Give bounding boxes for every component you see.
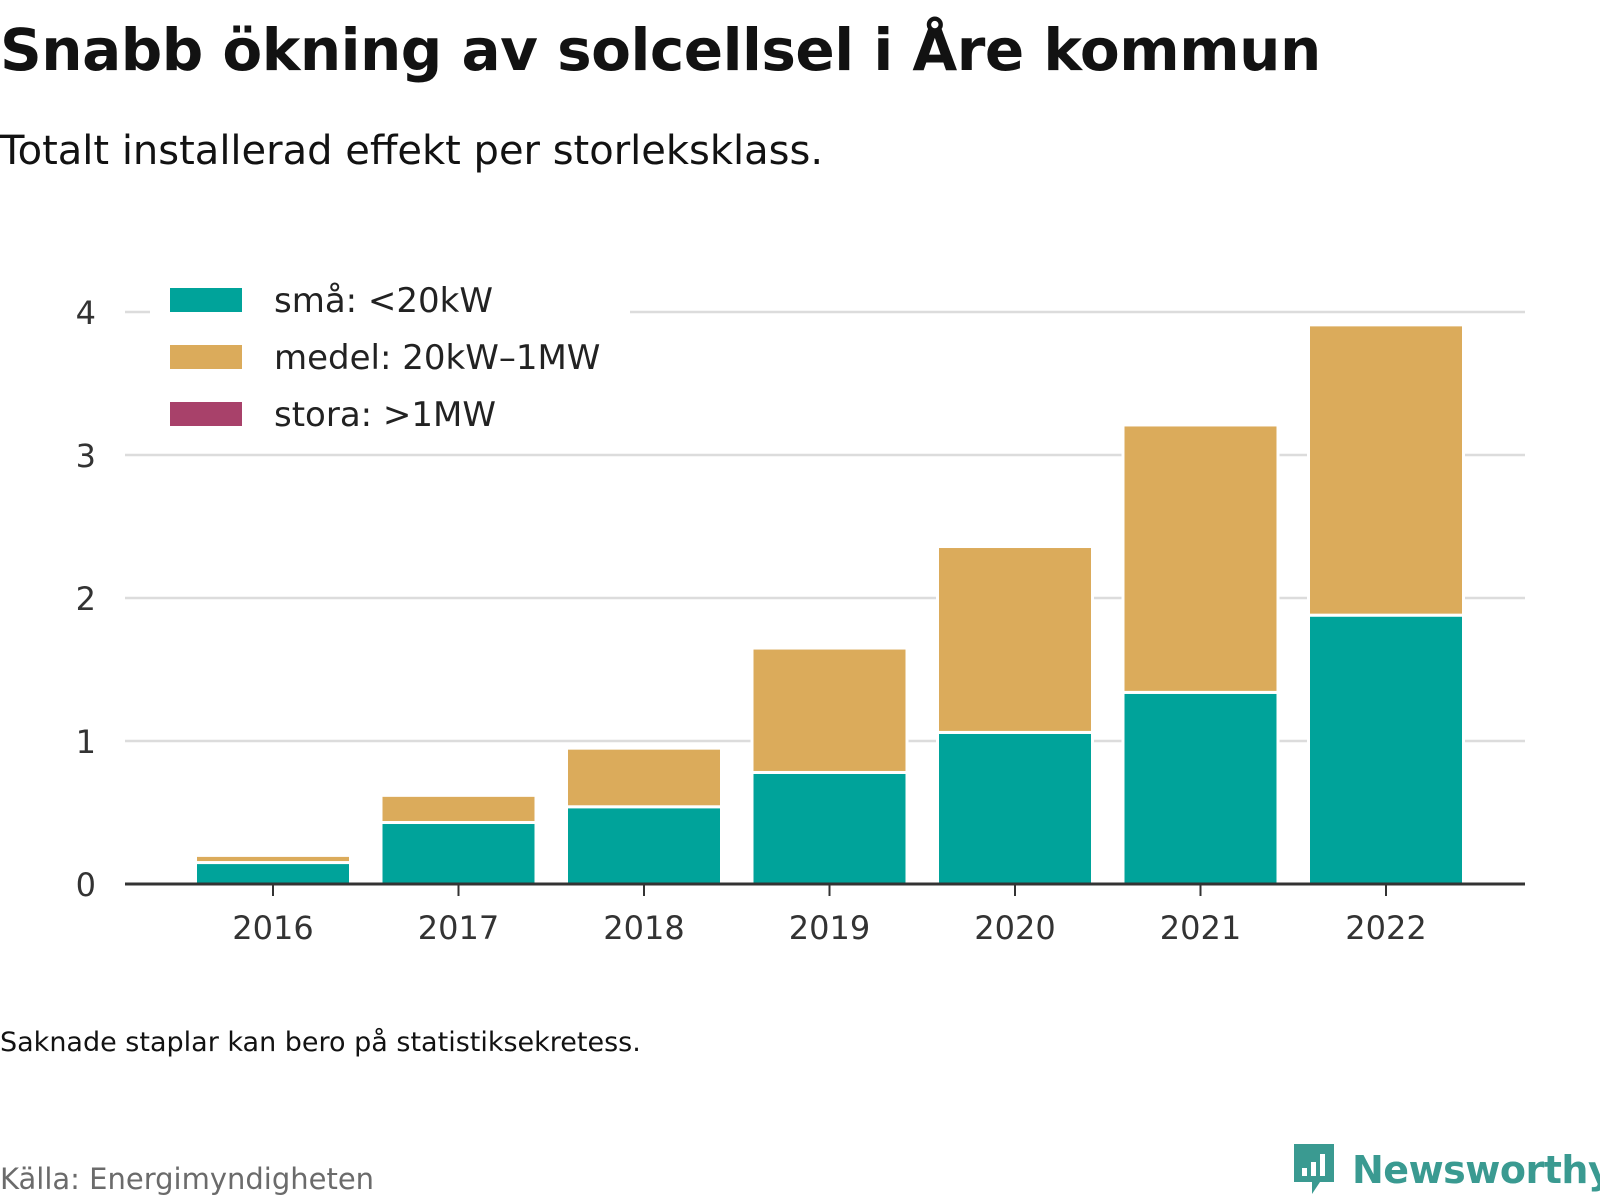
legend-label: medel: 20kW–1MW bbox=[274, 338, 600, 378]
x-tick-label: 2016 bbox=[232, 909, 313, 947]
axes: 0 1 2 3 4 2016 2017 2018 2019 2020 2021 2022 bbox=[76, 294, 1525, 947]
legend: små: <20kW medel: 20kW–1MW stora: >1MW bbox=[150, 272, 630, 442]
x-tick-label: 2022 bbox=[1345, 909, 1426, 947]
bar-segment bbox=[194, 861, 352, 886]
x-tick-label: 2020 bbox=[974, 909, 1055, 947]
bar-segment bbox=[1307, 613, 1465, 886]
newsworthy-logo: Newsworthy bbox=[1290, 1140, 1600, 1200]
bar-segment bbox=[936, 730, 1094, 886]
y-tick-label: 3 bbox=[76, 437, 96, 475]
y-tick-label: 4 bbox=[76, 294, 96, 332]
x-tick-label: 2021 bbox=[1160, 909, 1241, 947]
y-tick-label: 1 bbox=[76, 723, 96, 761]
source-label: Källa: Energimyndigheten bbox=[0, 1162, 375, 1196]
legend-label: små: <20kW bbox=[274, 281, 493, 321]
x-tick-label: 2018 bbox=[603, 909, 684, 947]
brand-name: Newsworthy bbox=[1352, 1148, 1600, 1192]
x-tick-label: 2017 bbox=[418, 909, 499, 947]
chart-title: Snabb ökning av solcellsel i Åre kommun bbox=[0, 16, 1321, 84]
bar-segment bbox=[1121, 423, 1280, 694]
bar-segment bbox=[565, 805, 723, 886]
bar-segment bbox=[1121, 690, 1280, 886]
x-tick-label: 2019 bbox=[789, 909, 870, 947]
bar-segment bbox=[194, 853, 352, 865]
stacked-bar-chart: 0 1 2 3 4 2016 2017 2018 2019 2020 2021 2022 små: <… bbox=[76, 272, 1525, 947]
legend-swatch bbox=[170, 402, 242, 426]
chart-subtitle: Totalt installerad effekt per storlekskl… bbox=[0, 128, 824, 174]
bar-segment bbox=[379, 793, 538, 825]
bar-segment bbox=[379, 821, 538, 886]
bar-segment bbox=[565, 746, 723, 809]
bar-segment bbox=[936, 545, 1094, 734]
legend-swatch bbox=[170, 345, 242, 369]
bars bbox=[194, 323, 1465, 886]
footnote: Saknade staplar kan bero på statistiksek… bbox=[0, 1027, 641, 1058]
bar-segment bbox=[750, 770, 909, 886]
y-tick-label: 0 bbox=[76, 866, 96, 904]
bar-segment bbox=[750, 646, 909, 774]
y-tick-label: 2 bbox=[76, 580, 96, 618]
newsworthy-icon bbox=[1294, 1144, 1334, 1194]
legend-swatch bbox=[170, 288, 242, 312]
legend-label: stora: >1MW bbox=[274, 395, 496, 435]
bar-segment bbox=[1307, 323, 1465, 617]
